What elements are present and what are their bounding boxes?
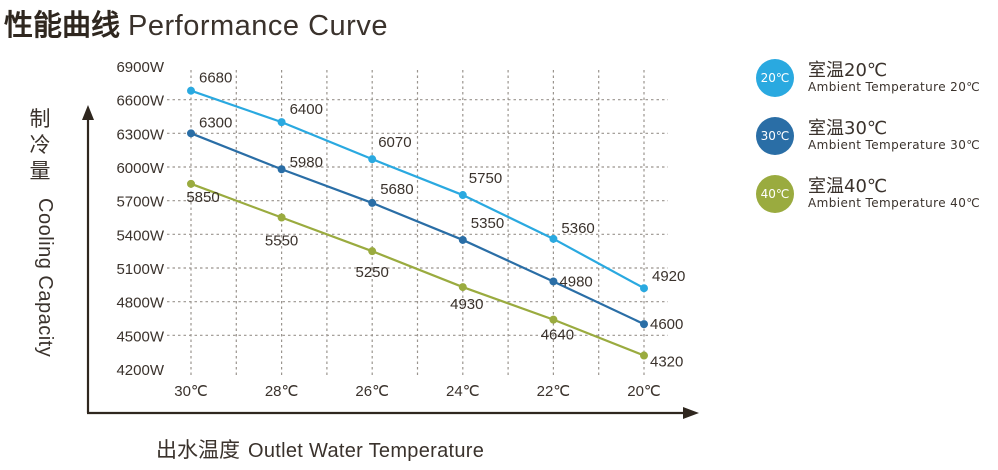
y-tick-label: 6600W <box>116 93 164 110</box>
series-lines <box>187 86 648 360</box>
data-label: 4600 <box>650 316 683 333</box>
legend: 20℃ 室温20℃ Ambient Temperature 20℃ 30℃ 室温… <box>756 58 996 232</box>
series-line <box>190 132 645 326</box>
data-label: 4320 <box>650 354 683 371</box>
data-point <box>640 320 648 329</box>
data-label: 5750 <box>469 170 502 187</box>
data-point <box>640 351 648 360</box>
data-label: 5350 <box>471 215 504 232</box>
axes <box>82 105 699 419</box>
y-tick-label: 4200W <box>116 362 164 379</box>
legend-label-cn: 室温20℃ <box>808 60 888 81</box>
legend-badge-20c: 20℃ <box>756 59 794 97</box>
data-point <box>458 191 467 200</box>
data-label: 6300 <box>199 114 232 131</box>
data-point <box>458 235 467 244</box>
title-en: Performance Curve <box>128 10 388 42</box>
data-point <box>187 86 195 95</box>
data-point <box>549 277 558 286</box>
data-label: 4920 <box>652 268 685 285</box>
data-labels: 6680 6400 6070 5750 5360 4920 6300 5980 5680 5350… <box>186 70 685 371</box>
x-tick-label: 22℃ <box>537 383 571 400</box>
data-label: 6070 <box>378 134 411 151</box>
y-tick-labels: 6900W 6600W 6300W 6000W 5700W 5400W 5100W 4800W… <box>116 59 164 379</box>
legend-label-en: Ambient Temperature 30℃ <box>808 138 981 152</box>
data-label: 4930 <box>450 296 483 313</box>
data-label: 5550 <box>265 233 298 250</box>
data-label: 5680 <box>380 181 413 198</box>
y-axis-title-char: 量 <box>29 159 51 183</box>
x-tick-label: 30℃ <box>174 383 208 400</box>
data-point <box>368 198 377 207</box>
x-tick-label: 26℃ <box>355 383 389 400</box>
data-point <box>549 234 558 243</box>
data-point <box>187 179 195 188</box>
y-tick-label: 6300W <box>116 126 164 143</box>
legend-label-en: Ambient Temperature 40℃ <box>808 196 981 210</box>
data-label: 4980 <box>559 273 592 290</box>
legend-badge-40c: 40℃ <box>756 175 794 213</box>
y-axis-title-cn: 制冷量 <box>28 106 52 184</box>
legend-item-40c: 40℃ 室温40℃ Ambient Temperature 40℃ <box>756 174 996 214</box>
y-axis-title-char: 制 <box>29 107 51 131</box>
data-label: 6400 <box>290 101 323 118</box>
y-tick-label: 4500W <box>116 328 164 345</box>
data-point <box>368 155 377 164</box>
legend-label-cn: 室温30℃ <box>808 118 888 139</box>
y-axis-title-char: 冷 <box>29 133 51 157</box>
x-axis-title-cn: 出水温度 <box>156 438 240 462</box>
x-tick-labels: 30℃ 28℃ 26℃ 24℃ 22℃ 20℃ <box>174 383 661 400</box>
data-label: 5360 <box>561 220 594 237</box>
data-point <box>277 165 286 174</box>
y-tick-label: 5400W <box>116 227 164 244</box>
title-cn: 性能曲线 <box>4 8 121 42</box>
data-point <box>640 284 648 293</box>
data-point <box>187 129 195 138</box>
data-point <box>277 118 286 127</box>
y-tick-label: 4800W <box>116 295 164 312</box>
data-point <box>277 213 286 222</box>
data-label: 5850 <box>186 189 219 206</box>
y-axis-arrow <box>82 105 94 120</box>
y-axis-title: 制冷量 Cooling Capacity <box>20 106 60 386</box>
data-label: 4640 <box>541 327 574 344</box>
data-label: 5980 <box>290 154 323 171</box>
x-tick-label: 28℃ <box>265 383 299 400</box>
y-tick-label: 5100W <box>116 261 164 278</box>
page-title: 性能曲线 Performance Curve <box>4 2 388 44</box>
legend-item-20c: 20℃ 室温20℃ Ambient Temperature 20℃ <box>756 58 996 98</box>
y-tick-label: 6900W <box>116 59 164 76</box>
x-axis-title: 出水温度 Outlet Water Temperature <box>156 434 484 464</box>
data-point <box>458 283 467 292</box>
legend-badge-30c: 30℃ <box>756 117 794 155</box>
x-tick-label: 24℃ <box>446 383 480 400</box>
data-point <box>549 315 558 324</box>
y-tick-label: 6000W <box>116 160 164 177</box>
y-axis-title-en: Cooling Capacity <box>34 198 56 358</box>
x-axis-arrow <box>683 407 699 419</box>
data-point <box>368 247 377 256</box>
x-axis-title-en: Outlet Water Temperature <box>248 440 485 462</box>
series-line <box>190 89 645 290</box>
y-tick-label: 5700W <box>116 194 164 211</box>
legend-label-cn: 室温40℃ <box>808 176 888 197</box>
legend-item-30c: 30℃ 室温30℃ Ambient Temperature 30℃ <box>756 116 996 156</box>
series-line <box>190 182 645 357</box>
x-tick-label: 20℃ <box>627 383 661 400</box>
data-label: 6680 <box>199 70 232 87</box>
legend-label-en: Ambient Temperature 20℃ <box>808 80 981 94</box>
data-label: 5250 <box>356 264 389 281</box>
